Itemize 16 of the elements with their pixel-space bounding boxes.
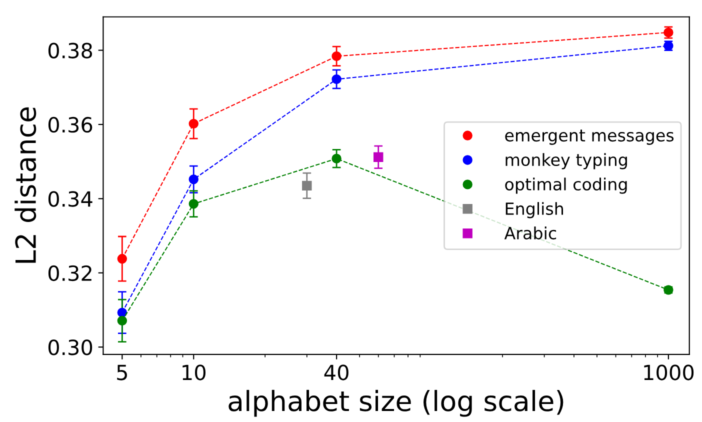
legend-label: Arabic — [504, 226, 556, 240]
x-tick-label: 1000 — [644, 364, 694, 380]
legend-label: optimal coding — [505, 178, 627, 194]
x-tick-label: 5 — [117, 364, 127, 380]
legend-label: English — [506, 202, 564, 218]
y-tick-label: 0.36 — [48, 116, 92, 133]
y-tick-label: 0.38 — [48, 42, 92, 58]
y-tick-label: 0.34 — [48, 191, 92, 207]
x-tick-label: 40 — [324, 364, 348, 380]
legend-label: emergent messages — [505, 130, 674, 145]
legend-label: monkey typing — [506, 153, 627, 170]
x-tick-label: 10 — [182, 364, 206, 380]
y-axis-title: L2 distance — [14, 107, 36, 263]
y-tick-label: 0.30 — [48, 340, 92, 356]
x-axis-title: alphabet size (log scale) — [228, 390, 564, 417]
y-tick-label: 0.32 — [48, 265, 92, 282]
